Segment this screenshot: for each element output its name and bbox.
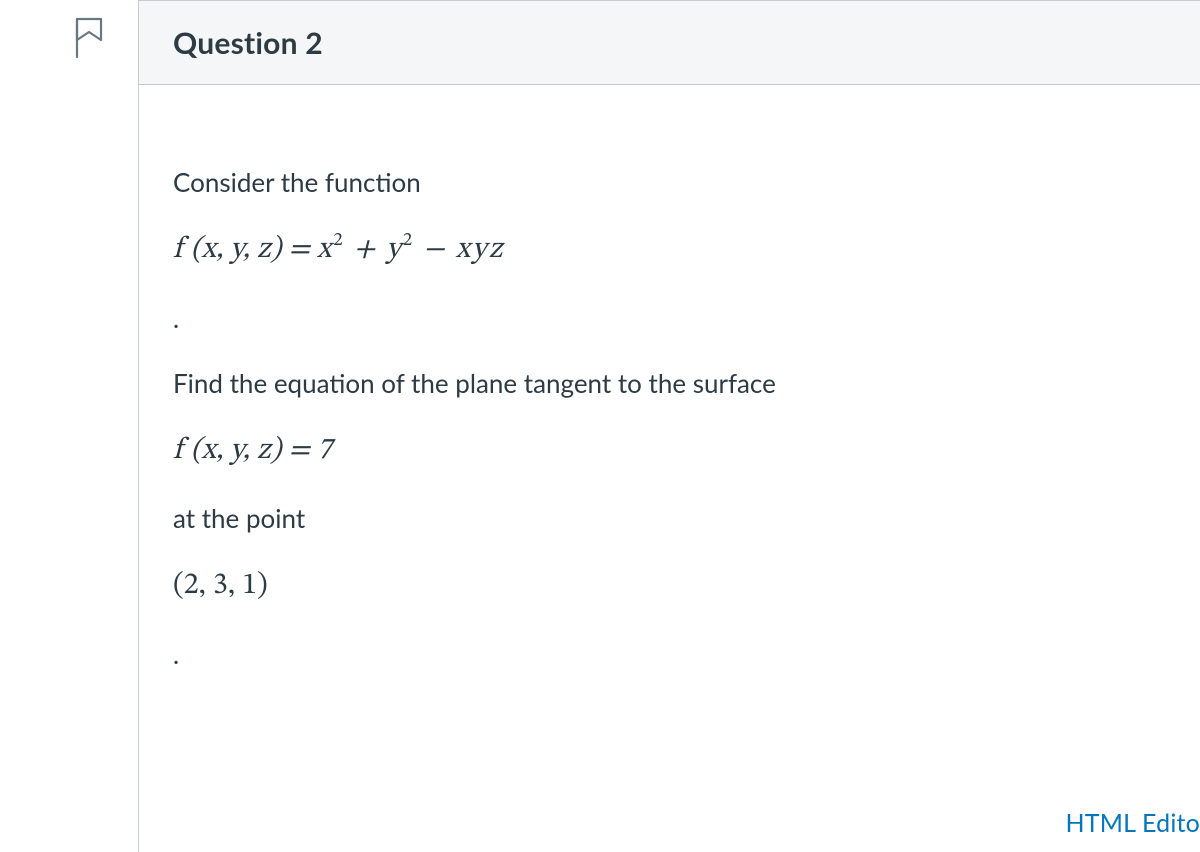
question-card: Question 2 Consider the function f (x, y… (138, 0, 1200, 852)
equation-rhs: x2 + y2 − xyz (317, 235, 504, 265)
separator-dot-2: . (173, 637, 1166, 672)
equation-function-def: f (x, y, z) = x2 + y2 − xyz (173, 230, 1166, 271)
flag-column (72, 16, 112, 66)
question-title: Question 2 (173, 25, 323, 61)
equation-point: (2, 3, 1) (173, 566, 1166, 607)
prose-find-plane: Find the equation of the plane tangent t… (173, 366, 1166, 401)
separator-dot-1: . (173, 301, 1166, 336)
equation-lhs: f (x, y, z) = (173, 235, 317, 265)
html-editor-link[interactable]: HTML Edito (1065, 808, 1200, 838)
question-body: Consider the function f (x, y, z) = x2 +… (139, 85, 1200, 672)
equation-surface: f (x, y, z) = 7 (173, 431, 1166, 472)
flag-icon[interactable] (72, 16, 106, 60)
page-root: Question 2 Consider the function f (x, y… (0, 0, 1200, 852)
prose-at-point: at the point (173, 501, 1166, 536)
question-header: Question 2 (139, 1, 1200, 85)
prose-consider: Consider the function (173, 165, 1166, 200)
